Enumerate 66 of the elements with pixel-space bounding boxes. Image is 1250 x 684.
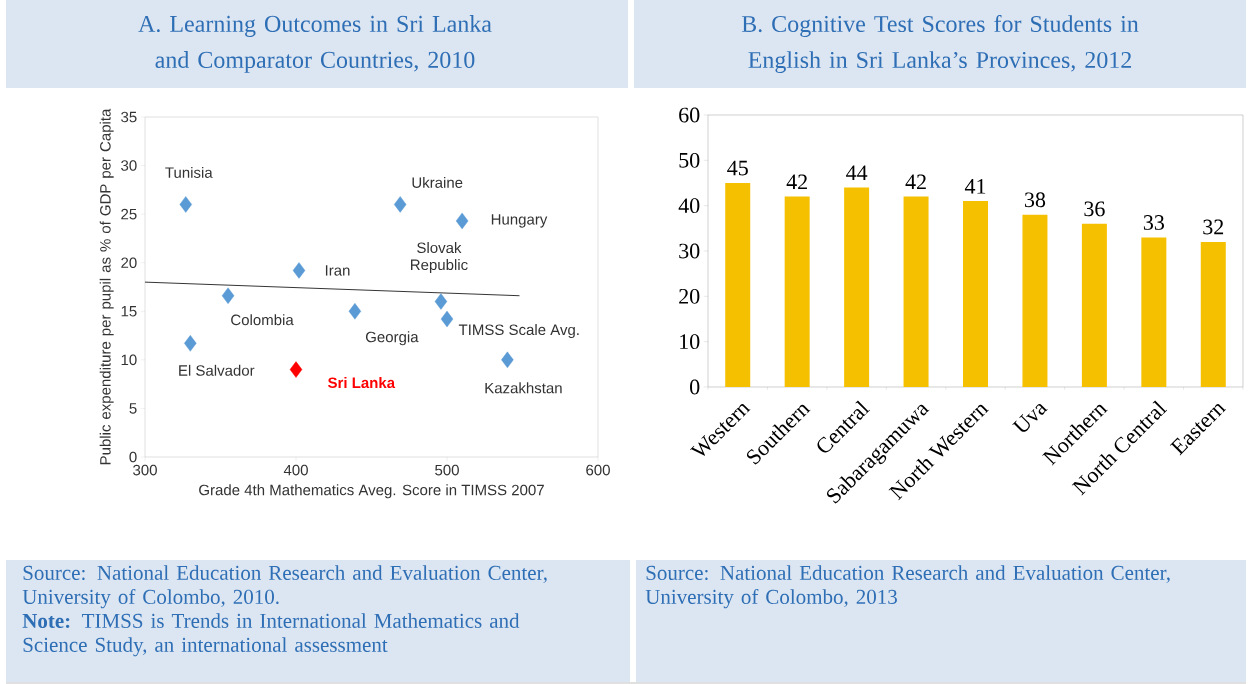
point xyxy=(455,212,469,230)
source-note: Source: National Education Research and Evaluation Center, University of Colombo, 2010. xyxy=(22,565,547,609)
y-tick-label: 10 xyxy=(121,354,137,366)
annotation: El Salvador xyxy=(179,364,255,376)
source-note: Source: National Education Research and Evaluation Center, University of Colombo, 2013 xyxy=(645,565,1170,609)
y-tick-label: 60 xyxy=(679,107,700,123)
annotation: Tunisia xyxy=(165,166,213,178)
y-tick-label: 35 xyxy=(121,111,137,123)
annotation: TIMSS Scale Avg. xyxy=(458,324,579,339)
x-tick-label: 300 xyxy=(133,464,157,476)
point xyxy=(434,293,448,310)
y-tick-label: 25 xyxy=(121,208,137,220)
x-tick-label: 500 xyxy=(435,464,459,476)
point xyxy=(501,351,514,369)
bar xyxy=(1200,241,1226,387)
y-tick-label: 40 xyxy=(678,198,700,214)
series-label: Sri Lanka xyxy=(327,377,396,389)
point xyxy=(184,335,197,352)
point xyxy=(440,310,454,328)
bar xyxy=(725,182,751,387)
y-axis-title: Public expenditure per pupil as % of GDP per Capita xyxy=(99,108,114,465)
data-label: 45 xyxy=(727,160,748,176)
point xyxy=(179,196,192,213)
data-label: 44 xyxy=(846,165,868,180)
point xyxy=(348,303,362,320)
bar xyxy=(1081,223,1107,387)
point xyxy=(292,262,306,279)
data-label: 42 xyxy=(786,174,807,190)
annotation: Ukraine xyxy=(412,176,463,188)
x-axis-title: Grade 4th Mathematics Aveg. Score in TIMSS 2007 xyxy=(199,484,544,499)
y-tick-label: 20 xyxy=(121,257,137,269)
y-tick-label: 30 xyxy=(121,160,137,171)
annotation: Iran xyxy=(325,265,350,276)
annotation: Kazakhstan xyxy=(485,382,562,394)
annotation: Hungary xyxy=(491,214,548,228)
point xyxy=(221,287,235,304)
data-label: 33 xyxy=(1143,215,1164,230)
bar xyxy=(1022,214,1048,387)
y-tick-label: 5 xyxy=(129,403,137,414)
data-label: 42 xyxy=(905,174,926,190)
bar xyxy=(1141,237,1167,387)
y-tick-label: 50 xyxy=(679,152,700,168)
bar xyxy=(963,201,988,387)
data-label: 32 xyxy=(1203,219,1224,235)
y-tick-label: 20 xyxy=(679,288,700,304)
bar xyxy=(844,187,870,387)
annotation: Colombia xyxy=(231,314,294,326)
annotation: Georgia xyxy=(365,331,419,346)
chart-title: A. Learning Outcomes in Sri Lanka and Comparator Countries, 2010 xyxy=(138,15,492,73)
data-label: 36 xyxy=(1084,201,1105,217)
data-label: 41 xyxy=(964,179,986,194)
data-label: 38 xyxy=(1025,192,1046,208)
y-tick-label: 30 xyxy=(679,243,700,259)
x-tick-label: 400 xyxy=(283,464,308,476)
y-tick-label: 10 xyxy=(680,334,700,350)
y-tick-label: 15 xyxy=(121,306,137,317)
text: Note: TIMSS is Trends in International Mathematics and Science Study, an international assessment xyxy=(22,613,520,657)
bar xyxy=(784,196,810,387)
point xyxy=(394,196,407,213)
point xyxy=(289,361,303,378)
chart-title: B. Cognitive Test Scores for Students in English in Sri Lanka’s Provinces, 2012 xyxy=(741,14,1139,74)
x-tick-label: 600 xyxy=(586,464,610,476)
y-tick-label: 0 xyxy=(129,451,137,463)
y-tick-label: 0 xyxy=(690,379,700,395)
bar xyxy=(903,196,929,387)
annotation: Slovak Republic xyxy=(411,242,468,274)
